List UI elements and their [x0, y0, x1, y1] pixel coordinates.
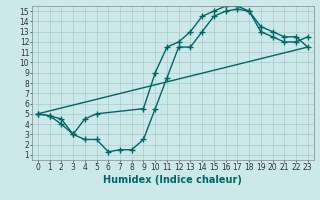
X-axis label: Humidex (Indice chaleur): Humidex (Indice chaleur): [103, 175, 242, 185]
